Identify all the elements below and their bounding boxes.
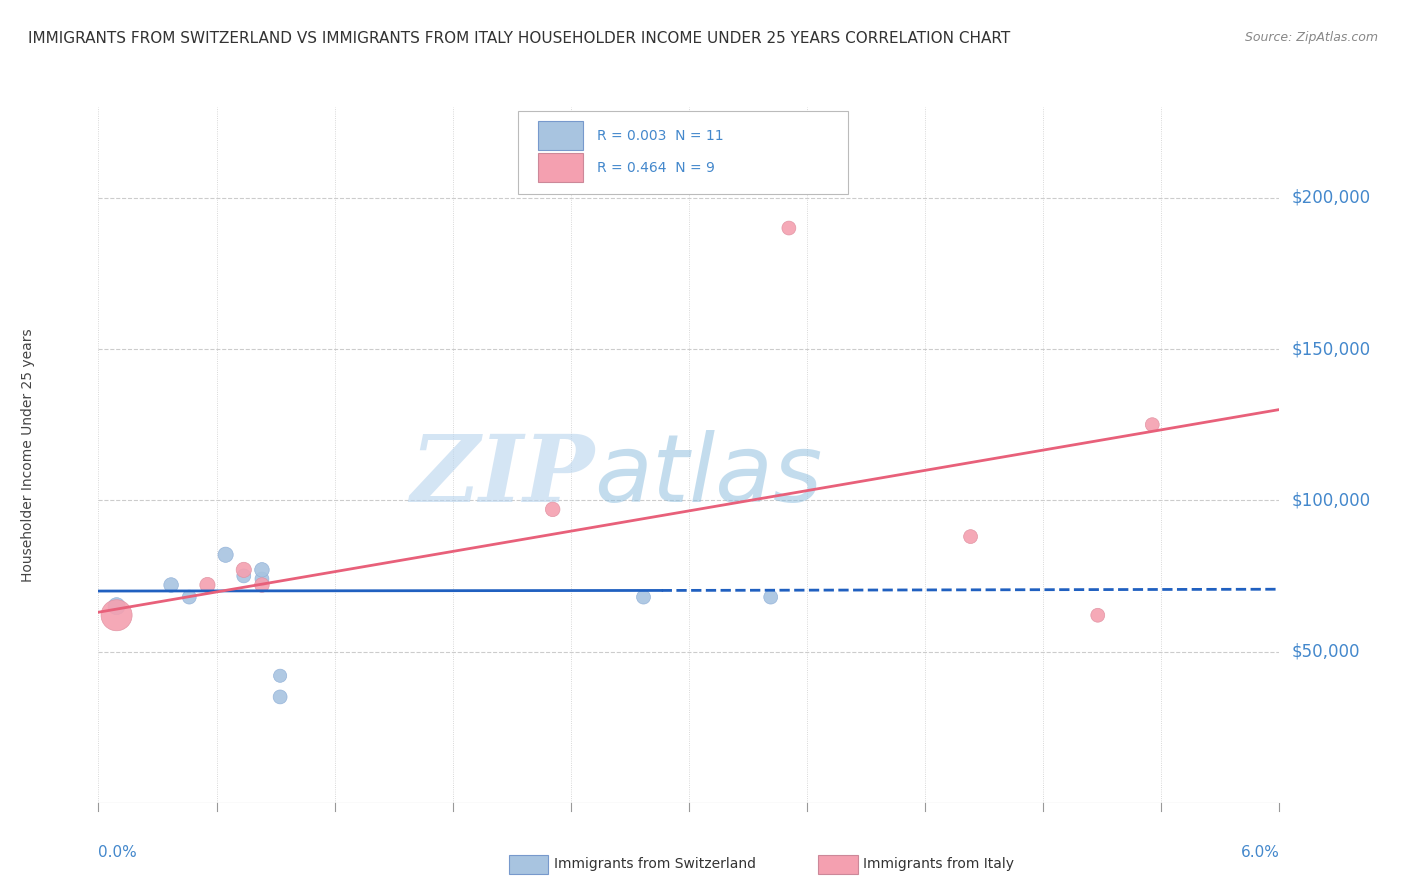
Point <box>269 690 291 704</box>
Text: $100,000: $100,000 <box>1291 491 1371 509</box>
Text: 0.0%: 0.0% <box>98 845 138 860</box>
Text: R = 0.464  N = 9: R = 0.464 N = 9 <box>596 161 714 175</box>
Text: R = 0.003  N = 11: R = 0.003 N = 11 <box>596 128 724 143</box>
Text: $200,000: $200,000 <box>1291 189 1371 207</box>
Point <box>197 578 219 592</box>
Point <box>759 590 782 604</box>
Text: $50,000: $50,000 <box>1291 642 1360 661</box>
Point <box>250 572 273 586</box>
Text: Immigrants from Switzerland: Immigrants from Switzerland <box>554 857 756 871</box>
Point <box>1142 417 1164 432</box>
FancyBboxPatch shape <box>537 121 582 150</box>
Point <box>179 590 201 604</box>
Point <box>633 590 655 604</box>
Text: ZIP: ZIP <box>411 431 595 521</box>
Point <box>250 578 273 592</box>
Point <box>160 578 183 592</box>
FancyBboxPatch shape <box>517 111 848 194</box>
Text: IMMIGRANTS FROM SWITZERLAND VS IMMIGRANTS FROM ITALY HOUSEHOLDER INCOME UNDER 25: IMMIGRANTS FROM SWITZERLAND VS IMMIGRANT… <box>28 31 1011 46</box>
Point <box>214 548 236 562</box>
Text: Householder Income Under 25 years: Householder Income Under 25 years <box>21 328 35 582</box>
Point <box>250 563 273 577</box>
Text: Source: ZipAtlas.com: Source: ZipAtlas.com <box>1244 31 1378 45</box>
Text: atlas: atlas <box>595 430 823 521</box>
Point <box>232 563 254 577</box>
Text: Immigrants from Italy: Immigrants from Italy <box>863 857 1014 871</box>
Point <box>1087 608 1109 623</box>
Point <box>959 530 981 544</box>
Point <box>232 569 254 583</box>
Text: $150,000: $150,000 <box>1291 340 1371 358</box>
Point <box>105 608 128 623</box>
FancyBboxPatch shape <box>537 153 582 182</box>
Text: 6.0%: 6.0% <box>1240 845 1279 860</box>
Point <box>778 221 800 235</box>
Point <box>105 599 128 614</box>
Point <box>269 669 291 683</box>
Point <box>541 502 564 516</box>
